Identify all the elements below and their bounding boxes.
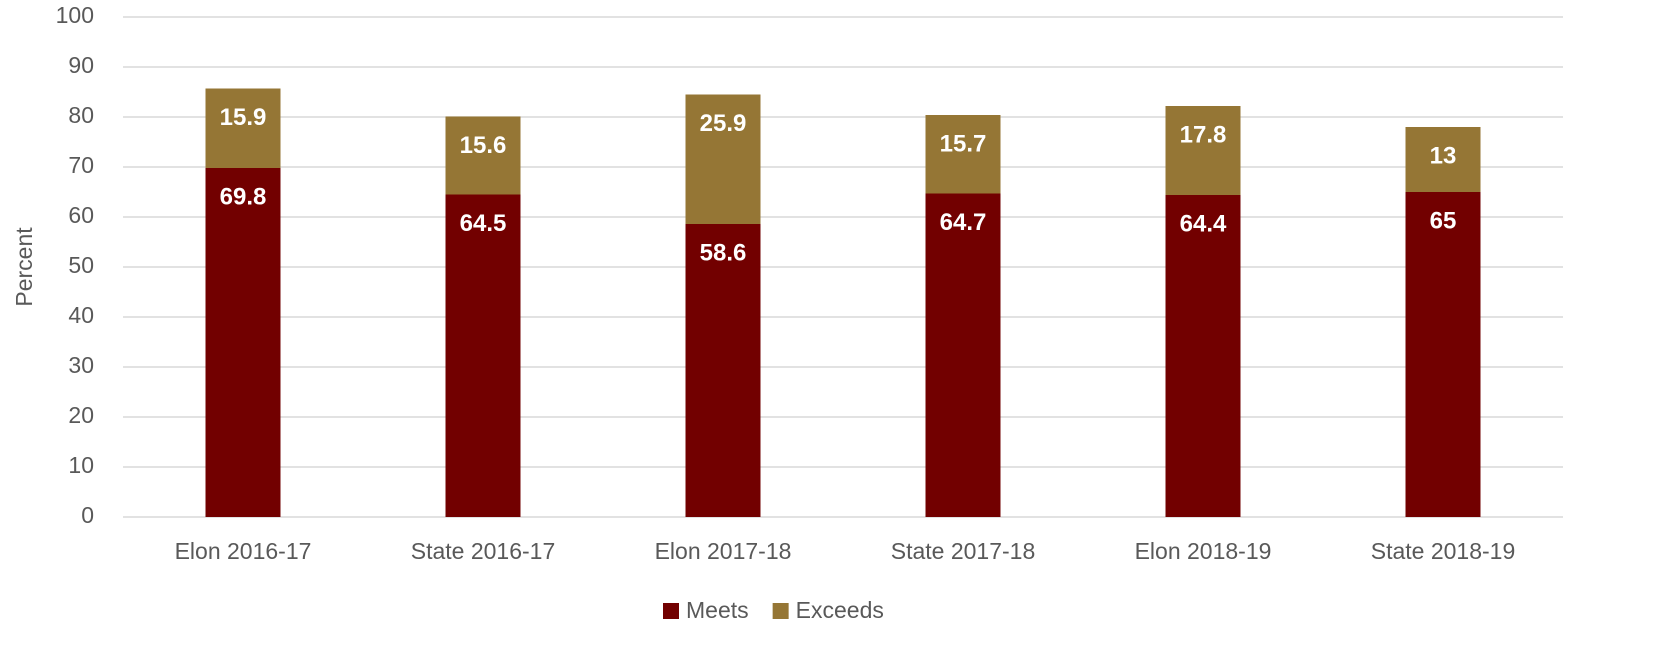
data-label: 15.9 bbox=[220, 104, 267, 131]
x-tick-label: State 2018-19 bbox=[1371, 538, 1516, 564]
bar-segment bbox=[445, 194, 521, 517]
y-tick-label: 100 bbox=[56, 2, 94, 28]
data-label: 64.5 bbox=[460, 210, 507, 237]
x-tick-label: State 2017-18 bbox=[891, 538, 1036, 564]
data-label: 15.6 bbox=[460, 132, 507, 159]
y-tick-label: 80 bbox=[68, 102, 94, 128]
bar-segment bbox=[1165, 106, 1241, 195]
y-tick-label: 50 bbox=[68, 252, 94, 278]
legend-swatch bbox=[663, 603, 679, 619]
legend-label: Exceeds bbox=[796, 597, 884, 623]
data-label: 65 bbox=[1430, 207, 1457, 234]
y-tick-label: 60 bbox=[68, 202, 94, 228]
y-tick-label: 0 bbox=[81, 502, 94, 528]
x-tick-label: State 2016-17 bbox=[411, 538, 556, 564]
y-tick-label: 10 bbox=[68, 452, 94, 478]
bar-segment bbox=[205, 168, 281, 517]
y-tick-label: 20 bbox=[68, 402, 94, 428]
bar-segment bbox=[1405, 192, 1481, 517]
y-tick-label: 90 bbox=[68, 52, 94, 78]
data-label: 13 bbox=[1430, 142, 1457, 169]
legend-swatch bbox=[772, 603, 789, 619]
data-label: 64.4 bbox=[1180, 210, 1227, 237]
bar-segment bbox=[925, 115, 1001, 194]
bar-segment bbox=[205, 88, 281, 168]
legend-label: Meets bbox=[686, 597, 749, 623]
y-tick-label: 40 bbox=[68, 302, 94, 328]
data-label: 58.6 bbox=[700, 239, 747, 266]
y-tick-label: 70 bbox=[68, 152, 94, 178]
data-label: 17.8 bbox=[1180, 121, 1227, 148]
bar-segment bbox=[1405, 127, 1481, 192]
bar-segment bbox=[685, 94, 761, 224]
x-tick-label: Elon 2016-17 bbox=[175, 538, 312, 564]
data-label: 25.9 bbox=[700, 110, 747, 137]
y-axis-label: Percent bbox=[11, 227, 37, 307]
y-tick-label: 30 bbox=[68, 352, 94, 378]
x-tick-label: Elon 2017-18 bbox=[655, 538, 792, 564]
x-tick-label: Elon 2018-19 bbox=[1135, 538, 1272, 564]
bar-segment bbox=[1165, 195, 1241, 517]
bar-segment bbox=[685, 224, 761, 517]
data-label: 69.8 bbox=[220, 183, 267, 210]
bar-segment bbox=[925, 193, 1001, 517]
data-label: 15.7 bbox=[940, 130, 987, 157]
bar-segment bbox=[445, 116, 521, 195]
data-label: 64.7 bbox=[940, 209, 987, 236]
